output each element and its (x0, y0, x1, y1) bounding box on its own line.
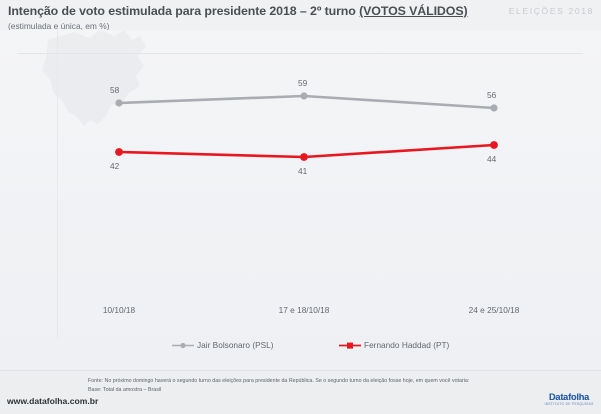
value-label-haddad-3: 44 (487, 154, 497, 164)
value-label-haddad-1: 42 (110, 161, 120, 171)
datafolha-logo-subtext: INSTITUTO DE PESQUISAS (544, 402, 594, 406)
page-title-emphasis: (VOTOS VÁLIDOS) (359, 4, 468, 18)
brand-eleicoes-2018: ELEIÇÕES 2018 (508, 6, 594, 16)
chart-header: Intenção de voto estimulada para preside… (0, 0, 601, 31)
xaxis-tick-1: 10/10/18 (102, 305, 136, 315)
legend-label-haddad: Fernando Haddad (PT) (364, 340, 450, 350)
legend-label-bolsonaro: Jair Bolsonaro (PSL) (197, 340, 274, 350)
datapoint-haddad-1 (115, 148, 123, 156)
line-chart-svg (115, 92, 498, 161)
value-label-bolsonaro-2: 59 (298, 78, 308, 88)
series-haddad (115, 141, 498, 161)
xaxis-tick-3: 24 e 25/10/18 (468, 305, 520, 315)
datafolha-website[interactable]: www.datafolha.com.br (7, 396, 99, 406)
chart-panel: 58 59 56 42 41 44 10/10/18 17 e 18/10/18… (0, 30, 601, 370)
page-subtitle: (estimulada e única, em %) (8, 21, 110, 31)
value-label-bolsonaro-1: 58 (110, 85, 120, 95)
datafolha-logo: Datafolha INSTITUTO DE PESQUISAS (543, 392, 595, 407)
chart-footer: Fonte: No próximo domingo haverá o segun… (0, 370, 601, 414)
plot-area: 58 59 56 42 41 44 (0, 30, 601, 320)
footer-divider (0, 370, 601, 371)
datapoint-haddad-2 (300, 153, 308, 161)
xaxis-tick-2: 17 e 18/10/18 (278, 305, 330, 315)
legend-marker-bolsonaro-icon (172, 342, 194, 348)
datapoint-bolsonaro-2 (300, 92, 308, 100)
header-divider-line (17, 53, 583, 54)
legend-item-bolsonaro[interactable]: Jair Bolsonaro (PSL) (172, 340, 274, 350)
datapoint-haddad-3 (490, 141, 498, 149)
page-title: Intenção de voto estimulada para preside… (8, 4, 468, 18)
plot-left-rule (57, 30, 58, 338)
series-bolsonaro (115, 92, 498, 112)
footer-source-text: Fonte: No próximo domingo haverá o segun… (88, 378, 470, 384)
legend-item-haddad[interactable]: Fernando Haddad (PT) (339, 340, 449, 350)
datafolha-logo-text: Datafolha (543, 392, 595, 402)
legend-marker-haddad-icon (339, 342, 361, 349)
value-label-bolsonaro-3: 56 (487, 90, 497, 100)
page-title-main: Intenção de voto estimulada para preside… (8, 4, 360, 18)
datapoint-bolsonaro-1 (115, 99, 123, 107)
value-label-haddad-2: 41 (298, 166, 308, 176)
footer-base-text: Base: Total da amostra – Brasil (88, 387, 162, 393)
chart-legend: Jair Bolsonaro (PSL) Fernando Haddad (PT… (0, 340, 601, 360)
datapoint-bolsonaro-3 (490, 104, 498, 112)
